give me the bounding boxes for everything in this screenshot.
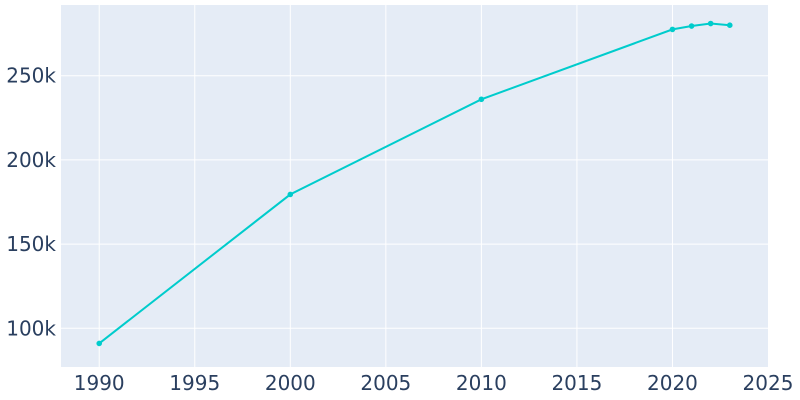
data-point [287,191,294,198]
data-point [707,20,714,27]
plot-background [61,5,768,367]
y-tick-label: 200k [6,148,56,172]
x-tick-label: 1995 [169,371,220,395]
x-tick-label: 2010 [456,371,507,395]
x-axis-ticks: 1990 1995 2000 2005 2010 2015 2020 2025 [74,371,794,395]
x-tick-label: 2015 [551,371,602,395]
data-point [96,340,103,347]
x-tick-label: 2000 [265,371,316,395]
y-axis-ticks: 100k 150k 200k 250k [6,64,56,341]
y-tick-label: 100k [6,316,56,340]
series-markers [96,20,733,347]
x-tick-label: 1990 [74,371,125,395]
data-point [478,96,485,103]
x-tick-label: 2025 [743,371,794,395]
x-tick-label: 2020 [647,371,698,395]
y-tick-label: 250k [6,64,56,88]
x-tick-label: 2005 [360,371,411,395]
y-tick-label: 150k [6,232,56,256]
data-point [726,22,733,29]
data-point [669,26,676,33]
data-point [688,23,695,29]
